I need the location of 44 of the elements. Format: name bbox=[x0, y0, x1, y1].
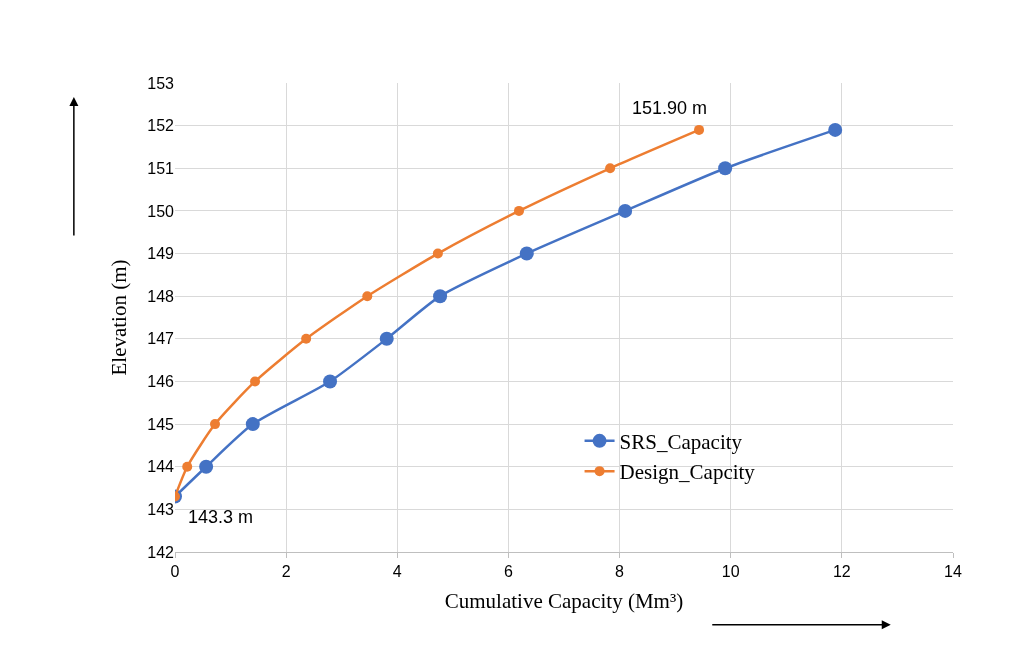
x-tick-label: 10 bbox=[721, 563, 740, 581]
y-tick-label: 146 bbox=[147, 373, 175, 391]
point bbox=[618, 203, 633, 218]
y-tick-label: 151 bbox=[147, 159, 175, 177]
x-tick-label: 0 bbox=[170, 563, 180, 581]
point bbox=[210, 419, 221, 430]
point bbox=[199, 459, 214, 474]
point bbox=[323, 374, 338, 389]
y-tick-label: 153 bbox=[147, 74, 175, 92]
annotation: 143.3 m bbox=[188, 507, 254, 527]
point bbox=[250, 376, 261, 387]
point bbox=[718, 161, 733, 176]
x-axis-title: Cumulative Capacity (Mm³) bbox=[444, 589, 684, 614]
y-tick-label: 150 bbox=[147, 202, 175, 220]
annotation: 151.90 m bbox=[632, 98, 708, 118]
point bbox=[605, 163, 616, 174]
y-axis-title: Elevation (m) bbox=[107, 259, 132, 376]
legend-label: SRS_Capacity bbox=[619, 430, 743, 455]
y-tick-label: 143 bbox=[147, 500, 175, 518]
y-tick-label: 142 bbox=[147, 543, 175, 561]
x-tick-label: 2 bbox=[281, 563, 291, 581]
point bbox=[362, 291, 373, 302]
point bbox=[513, 205, 524, 216]
x-tick-label: 8 bbox=[615, 563, 625, 581]
y-tick-label: 152 bbox=[147, 117, 175, 135]
y-tick-label: 149 bbox=[147, 245, 175, 263]
x-tick-label: 4 bbox=[392, 563, 402, 581]
x-tick-label: 12 bbox=[832, 563, 851, 581]
point bbox=[432, 248, 443, 259]
y-tick-label: 145 bbox=[147, 415, 175, 433]
point bbox=[245, 417, 260, 432]
point bbox=[519, 246, 534, 261]
point bbox=[182, 461, 193, 472]
y-tick-label: 147 bbox=[147, 330, 175, 348]
y-tick-label: 144 bbox=[147, 458, 175, 476]
legend-label: Design_Capcity bbox=[619, 460, 756, 485]
point bbox=[828, 122, 843, 137]
y-tick-label: 148 bbox=[147, 287, 175, 305]
point bbox=[301, 333, 312, 344]
x-tick-label: 14 bbox=[944, 563, 962, 581]
point bbox=[379, 331, 394, 346]
x-tick-label: 6 bbox=[503, 563, 513, 581]
point bbox=[433, 289, 448, 304]
point bbox=[694, 124, 705, 135]
